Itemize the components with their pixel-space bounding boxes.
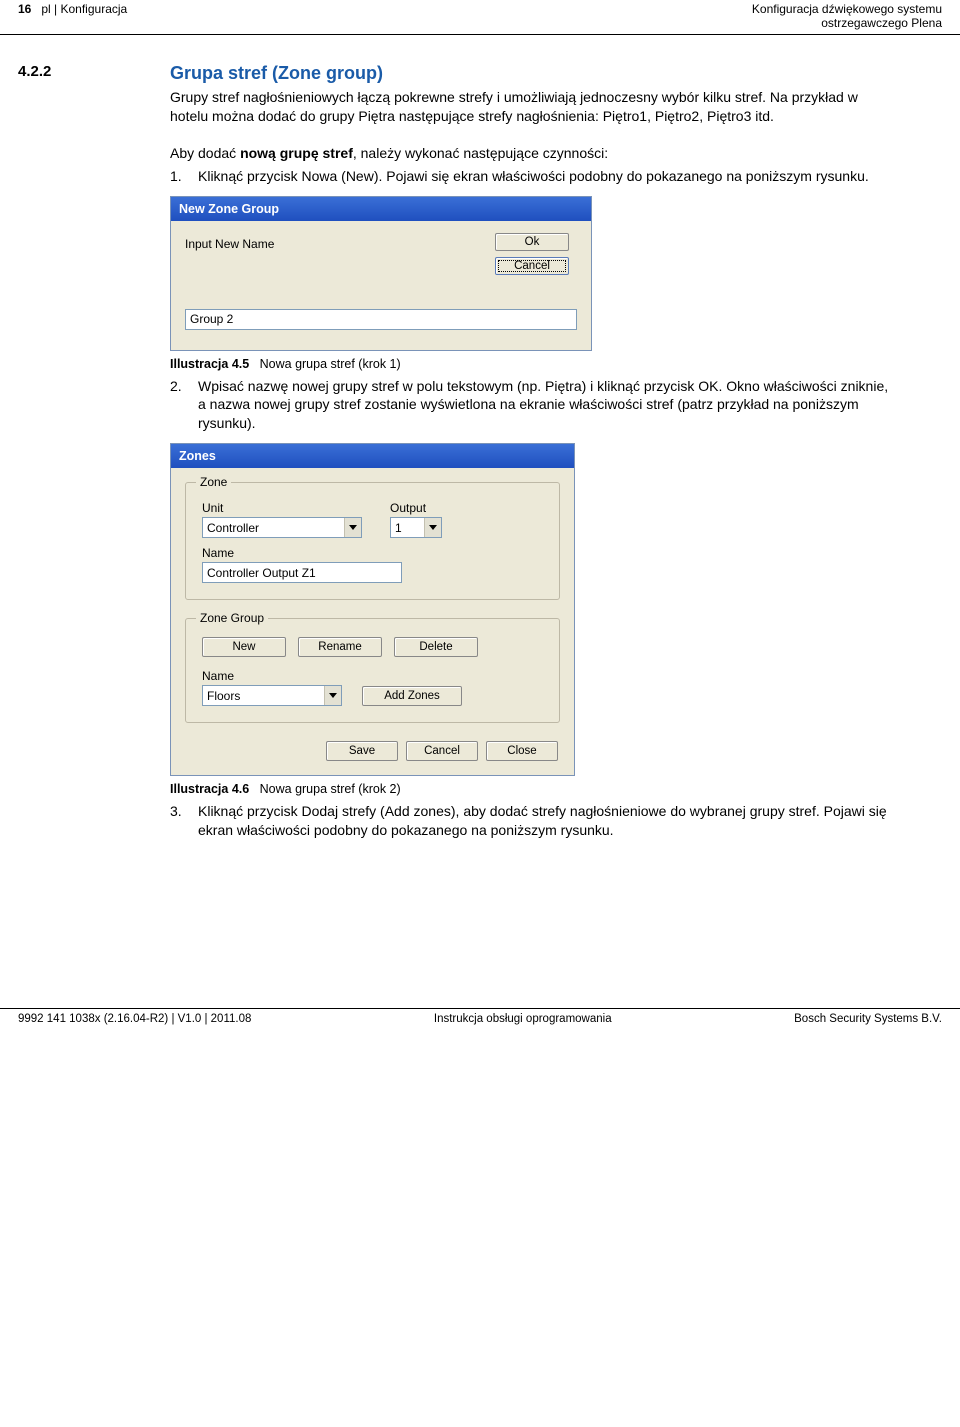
lead-text-post: , należy wykonać następujące czynności: [353, 145, 608, 161]
footer-left: 9992 141 1038x (2.16.04-R2) | V1.0 | 201… [18, 1013, 251, 1025]
zone-group-groupbox: Zone Group New Rename Delete Name Floors [185, 618, 560, 723]
zg-legend: Zone Group [196, 611, 268, 625]
chevron-down-icon [324, 686, 341, 705]
zg-name-label: Name [202, 669, 342, 683]
lead-text-pre: Aby dodać [170, 145, 240, 161]
step-2: Wpisać nazwę nowej grupy stref w polu te… [198, 377, 890, 434]
new-zone-group-dialog: New Zone Group Input New Name Ok Cancel [170, 196, 592, 351]
zones-cancel-button[interactable]: Cancel [406, 741, 478, 761]
section-number: 4.2.2 [18, 63, 170, 848]
section-title: Grupa stref (Zone group) [170, 63, 890, 84]
page-footer: 9992 141 1038x (2.16.04-R2) | V1.0 | 201… [0, 1008, 960, 1029]
zone-name-label: Name [202, 546, 402, 560]
new-button[interactable]: New [202, 637, 286, 657]
ok-button[interactable]: Ok [495, 233, 569, 251]
page-header: 16 pl | Konfiguracja Konfiguracja dźwięk… [0, 0, 960, 35]
page-number: 16 [18, 2, 31, 16]
cancel-button[interactable]: Cancel [495, 257, 569, 275]
step-num-2: 2. [170, 377, 198, 434]
step-num-3: 3. [170, 802, 198, 840]
close-button[interactable]: Close [486, 741, 558, 761]
unit-label: Unit [202, 501, 362, 515]
caption-1: Illustracja 4.5 Nowa grupa stref (krok 1… [170, 357, 890, 371]
zone-groupbox: Zone Unit Controller Output [185, 482, 560, 600]
save-button[interactable]: Save [326, 741, 398, 761]
footer-center: Instrukcja obsługi oprogramowania [434, 1013, 612, 1025]
chevron-down-icon [424, 518, 441, 537]
zone-legend: Zone [196, 475, 231, 489]
dialog-title: New Zone Group [171, 197, 591, 221]
step-num-1: 1. [170, 167, 198, 186]
unit-combo[interactable]: Controller [202, 517, 362, 538]
lead-bold: nową grupę stref [240, 145, 353, 161]
doc-title: Konfiguracja dźwiękowego systemu ostrzeg… [752, 2, 942, 30]
breadcrumb: pl | Konfiguracja [41, 2, 127, 16]
group-name-input[interactable] [185, 309, 577, 330]
zone-name-input[interactable] [202, 562, 402, 583]
zones-dialog: Zones Zone Unit Controller [170, 443, 575, 776]
chevron-down-icon [344, 518, 361, 537]
output-combo[interactable]: 1 [390, 517, 442, 538]
delete-button[interactable]: Delete [394, 637, 478, 657]
zones-title: Zones [171, 444, 574, 468]
rename-button[interactable]: Rename [298, 637, 382, 657]
output-label: Output [390, 501, 442, 515]
section-intro: Grupy stref nagłośnieniowych łączą pokre… [170, 88, 890, 126]
step-3: Kliknąć przycisk Dodaj strefy (Add zones… [198, 802, 890, 840]
caption-2: Illustracja 4.6 Nowa grupa stref (krok 2… [170, 782, 890, 796]
footer-right: Bosch Security Systems B.V. [794, 1013, 942, 1025]
step-1: Kliknąć przycisk Nowa (New). Pojawi się … [198, 167, 890, 186]
zg-name-combo[interactable]: Floors [202, 685, 342, 706]
add-zones-button[interactable]: Add Zones [362, 686, 462, 706]
